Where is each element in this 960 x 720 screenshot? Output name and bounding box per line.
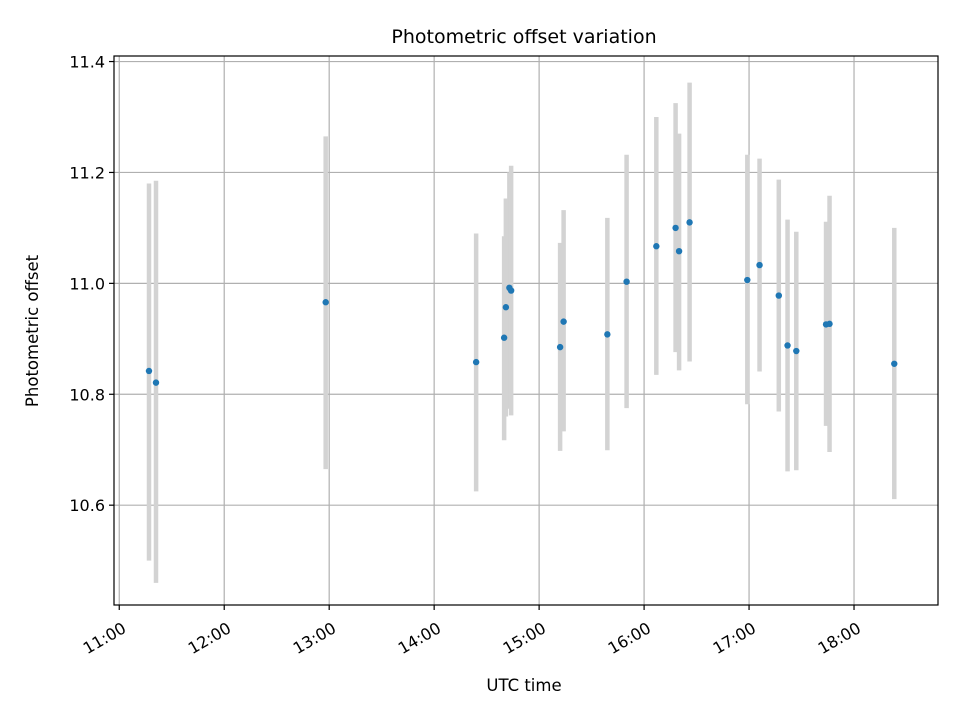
data-point xyxy=(500,334,508,341)
data-points xyxy=(145,219,898,386)
data-point xyxy=(152,379,160,386)
y-axis-ticks: 10.6 10.8 11.0 11.2 11.4 xyxy=(69,53,114,515)
data-point xyxy=(784,342,791,349)
data-point xyxy=(826,320,833,328)
data-point xyxy=(653,243,660,250)
data-point xyxy=(560,318,567,325)
chart-title: Photometric offset variation xyxy=(391,26,656,48)
data-point xyxy=(793,347,800,355)
data-point xyxy=(472,358,480,366)
y-tick-label: 10.8 xyxy=(69,385,105,404)
data-point xyxy=(775,292,782,299)
data-point xyxy=(744,276,751,284)
plot-frame xyxy=(113,55,939,606)
y-axis-label: Photometric offset xyxy=(23,254,42,407)
grid-lines xyxy=(114,56,938,605)
data-point xyxy=(675,248,683,255)
y-tick-label: 11.2 xyxy=(69,163,105,182)
data-point xyxy=(623,278,630,285)
y-tick-label: 11.0 xyxy=(69,274,105,293)
y-tick-label: 11.4 xyxy=(69,53,105,72)
data-point xyxy=(322,299,329,306)
data-point xyxy=(891,360,898,367)
data-point xyxy=(145,367,153,375)
data-point xyxy=(756,261,763,269)
y-tick-label: 10.6 xyxy=(69,496,105,515)
data-point xyxy=(556,343,564,351)
data-point xyxy=(507,287,515,294)
data-point xyxy=(604,331,611,338)
data-point xyxy=(686,219,693,226)
x-axis-label: UTC time xyxy=(486,676,561,695)
data-point xyxy=(502,304,510,311)
data-point xyxy=(672,224,679,232)
